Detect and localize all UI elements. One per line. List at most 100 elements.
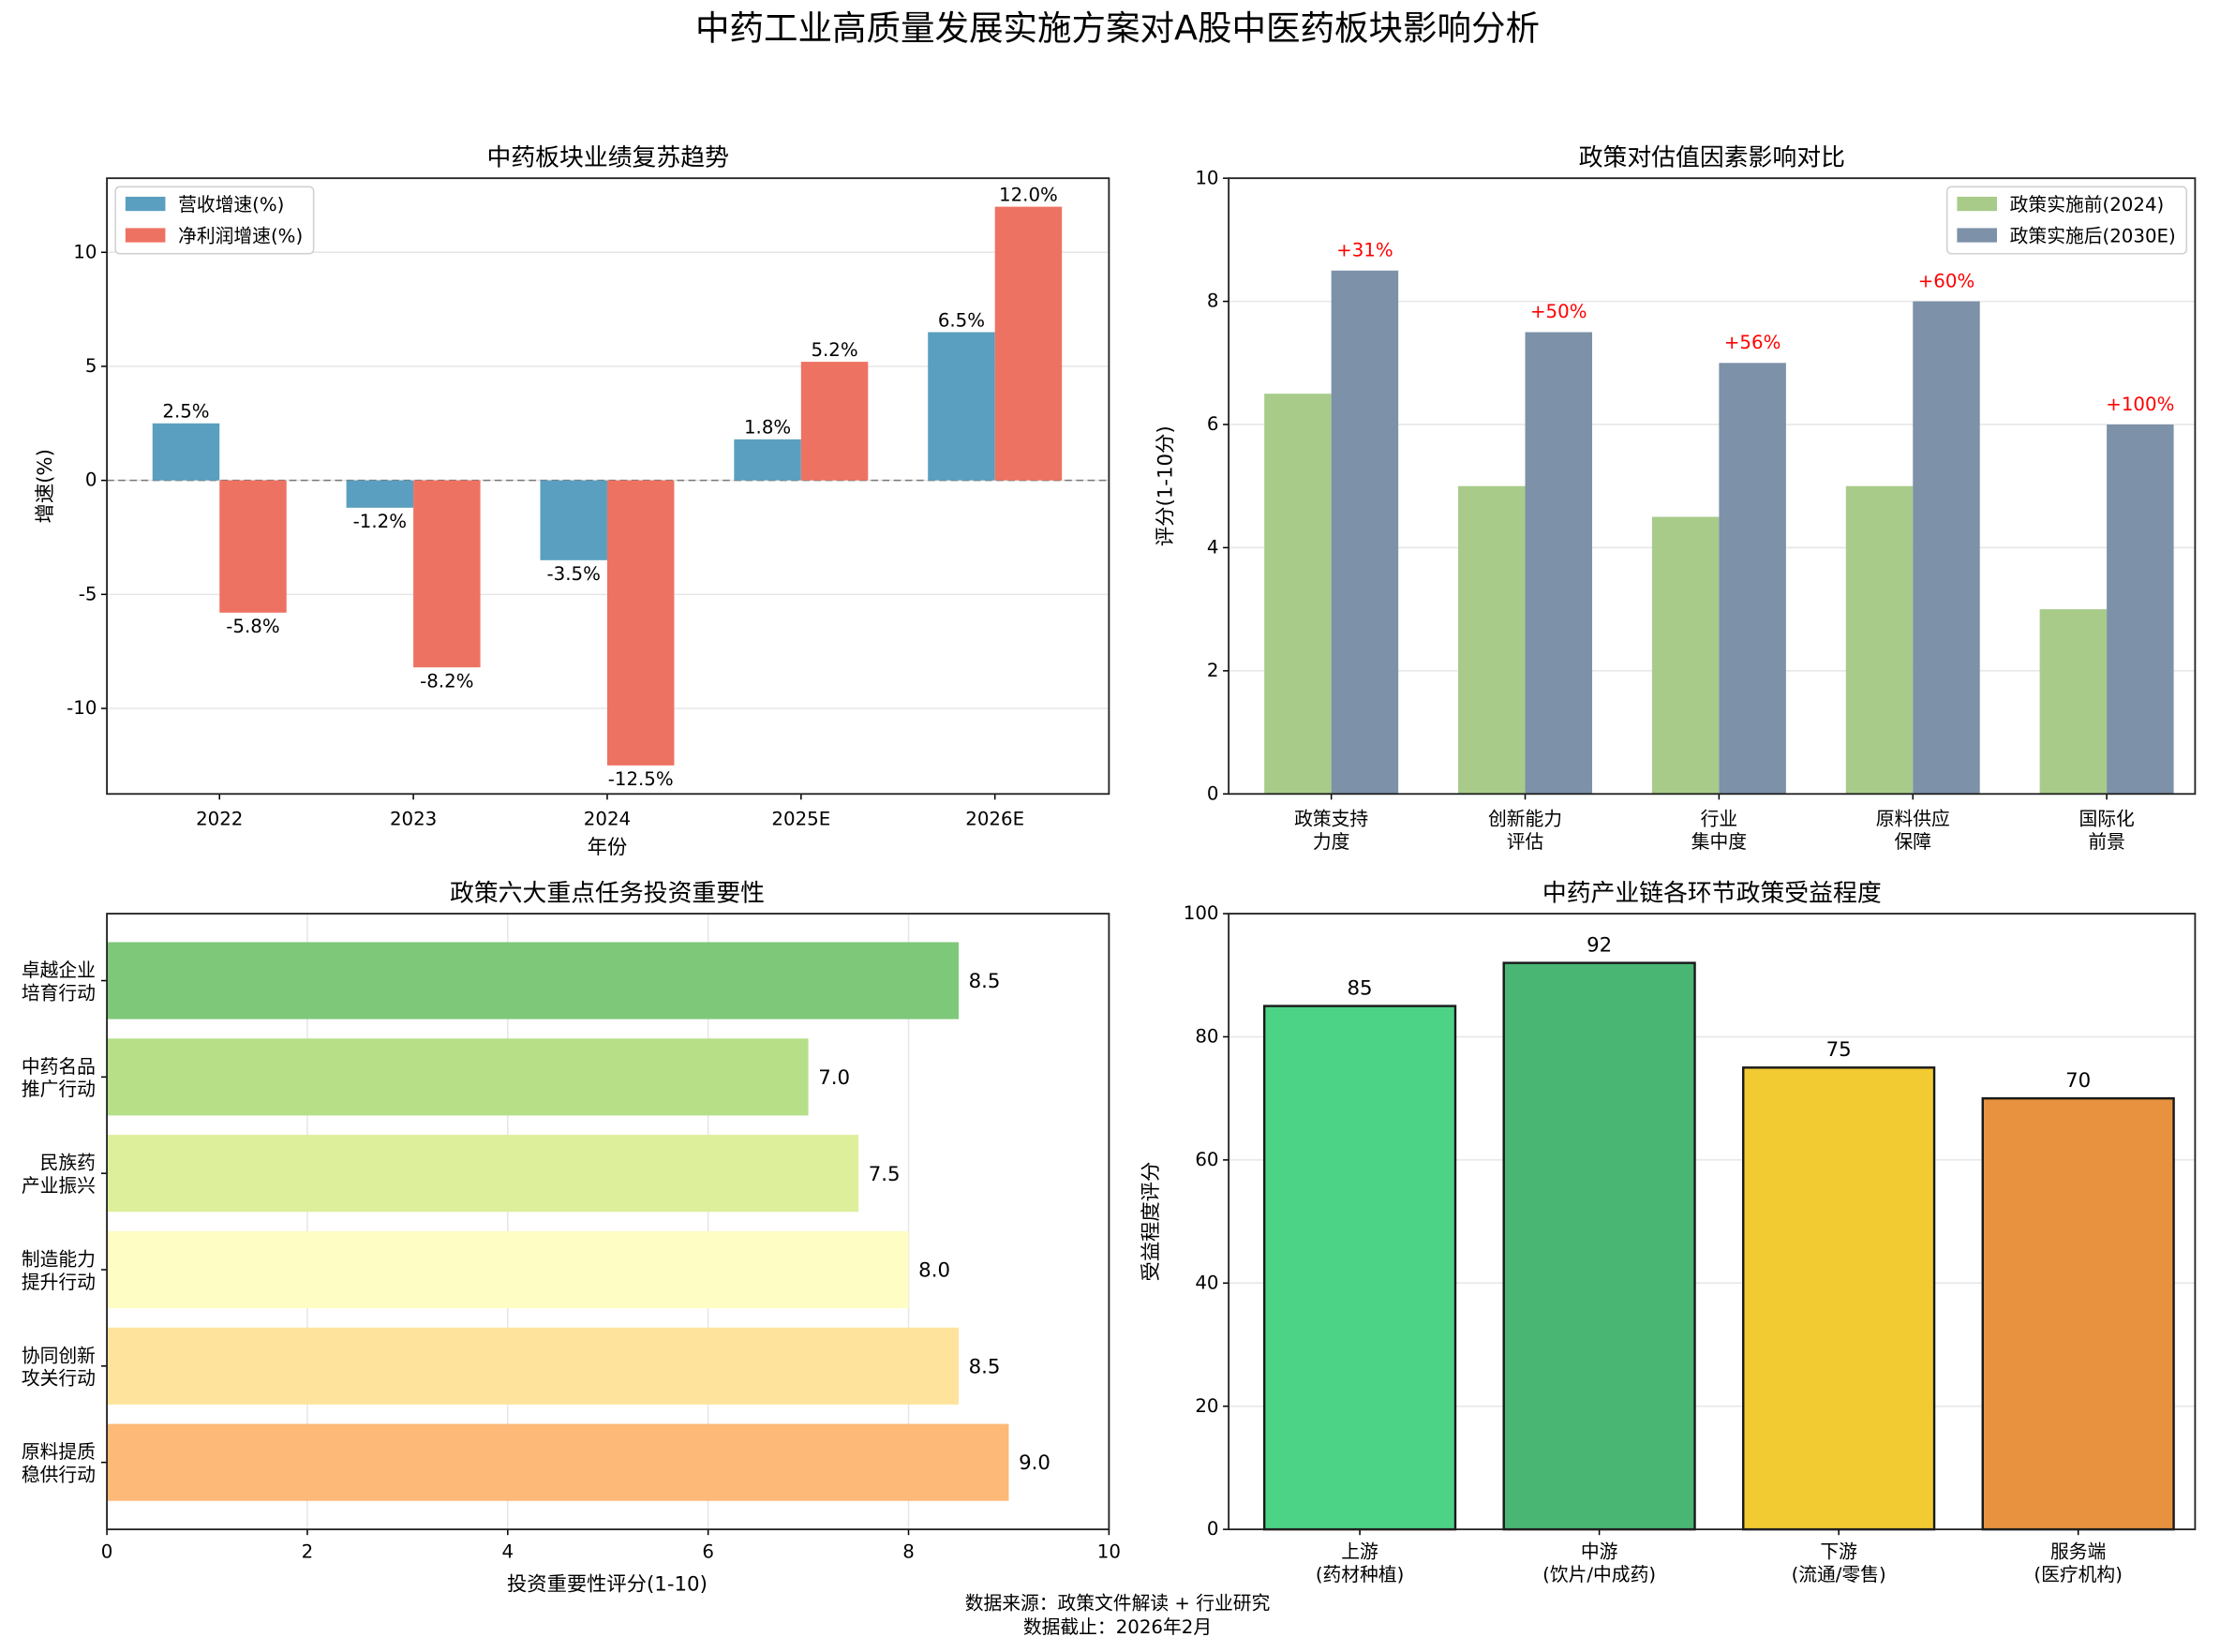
bar	[1262, 1005, 1457, 1531]
y-tick-label: 0	[85, 469, 97, 491]
data-label: 92	[1587, 933, 1612, 957]
legend: 营收增速(%) 净利润增速(%)	[114, 186, 315, 255]
x-tick-label: 8	[902, 1541, 915, 1563]
data-label: -8.2%	[420, 671, 473, 692]
chart-title: 政策对估值因素影响对比	[1579, 143, 1845, 171]
bar-before	[1845, 485, 1914, 795]
bar-before	[1264, 394, 1332, 795]
y-axis-label: 评分(1-10分)	[1154, 425, 1177, 546]
footer-date: 数据截止：2026年2月	[1023, 1616, 1212, 1638]
y-tick-label: 10	[73, 241, 97, 262]
y-tick-label: 80	[1195, 1026, 1218, 1048]
bar-after	[1331, 270, 1399, 795]
task-importance-chart: 政策六大重点任务投资重要性 0 2 4 6 8 10 8.5 卓越企业培育行动 7.0 中药名品推广…	[22, 879, 1121, 1596]
x-tick-label: 6	[702, 1541, 714, 1563]
y-tick-label: 8	[1207, 290, 1219, 312]
bar-before	[1458, 485, 1526, 795]
bar-profit	[219, 480, 287, 613]
y-axis-label: 受益程度评分	[1140, 1162, 1163, 1282]
x-tick-label: 2025E	[771, 809, 830, 830]
bar-revenue	[152, 423, 220, 481]
y-tick-label: 2	[1207, 660, 1219, 681]
data-label: 6.5%	[938, 309, 985, 331]
bar	[1742, 1066, 1936, 1531]
change-annotation: +60%	[1918, 270, 1975, 291]
bar-revenue	[734, 439, 801, 481]
legend-box	[1945, 186, 2188, 255]
change-annotation: +50%	[1530, 301, 1587, 322]
valuation-factor-chart: 政策对估值因素影响对比 0 2 4 6 8 10 +31% +50% +56% +60% +100% 政…	[1154, 143, 2197, 853]
bar	[1502, 961, 1696, 1531]
bar-after	[1913, 301, 1980, 795]
bar-revenue	[346, 480, 414, 508]
x-tick-label: 0	[101, 1541, 113, 1563]
plot-frame	[1228, 177, 2197, 796]
x-tick-label: 2023	[390, 809, 437, 830]
bar-after	[2107, 424, 2174, 795]
bar-before	[2039, 609, 2108, 795]
x-axis-label: 年份	[588, 836, 628, 859]
data-label: 8.0	[918, 1259, 950, 1283]
industry-chain-chart: 中药产业链各环节政策受益程度 0 20 40 60 80 100 85 上游(药材种植) 92 中游…	[1140, 879, 2197, 1585]
data-label: -12.5%	[608, 768, 674, 790]
y-tick-label: 中药名品推广行动	[22, 1056, 96, 1100]
data-label: 5.2%	[811, 339, 857, 361]
chart-title: 中药产业链各环节政策受益程度	[1542, 879, 1882, 907]
bar-after	[1525, 332, 1593, 795]
bar	[1981, 1096, 2175, 1531]
bar-revenue	[540, 480, 607, 560]
legend-swatch	[1957, 228, 1997, 243]
legend-label: 净利润增速(%)	[178, 226, 303, 247]
y-tick-label: 60	[1195, 1149, 1218, 1170]
y-tick-label: 卓越企业培育行动	[22, 960, 96, 1004]
change-annotation: +31%	[1336, 240, 1393, 261]
chart-title: 政策六大重点任务投资重要性	[450, 879, 765, 907]
plot-frame	[106, 913, 1110, 1531]
chart-title: 中药板块业绩复苏趋势	[486, 143, 728, 171]
legend: 政策实施前(2024) 政策实施后(2030E)	[1945, 186, 2188, 255]
data-label: -5.8%	[226, 616, 279, 637]
y-axis-label: 增速(%)	[34, 449, 57, 523]
bar	[107, 1327, 959, 1405]
data-label: 9.0	[1019, 1451, 1050, 1475]
y-tick-label: 6	[1207, 413, 1219, 435]
data-label: 1.8%	[744, 417, 791, 439]
data-label: 12.0%	[999, 185, 1058, 206]
bar-after	[1719, 363, 1786, 795]
data-label: 75	[1826, 1038, 1852, 1062]
figure-title: 中药工业高质量发展实施方案对A股中医药板块影响分析	[695, 8, 1540, 49]
legend-label: 政策实施前(2024)	[2010, 194, 2165, 216]
y-tick-label: -10	[67, 697, 97, 719]
bar-profit	[606, 480, 675, 766]
data-label: 8.5	[969, 970, 1001, 993]
footer-source: 数据来源：政策文件解读 + 行业研究	[965, 1592, 1271, 1614]
bar-revenue	[928, 332, 995, 481]
bar-before	[1651, 516, 1720, 795]
y-tick-label: 协同创新攻关行动	[22, 1345, 96, 1389]
x-tick-label: 创新能力评估	[1488, 809, 1562, 853]
y-tick-label: 制造能力提升行动	[22, 1248, 96, 1292]
data-label: -3.5%	[547, 563, 601, 585]
bar	[107, 1230, 909, 1309]
plot-frame	[1228, 913, 2197, 1531]
legend-swatch	[125, 228, 166, 243]
y-tick-label: 0	[1207, 782, 1219, 804]
x-tick-label: 下游(流通/零售)	[1792, 1541, 1886, 1585]
x-tick-label: 2022	[196, 809, 243, 830]
data-label: 7.5	[869, 1163, 901, 1186]
data-label: 8.5	[969, 1355, 1001, 1378]
y-tick-label: 4	[1207, 537, 1219, 558]
plot-frame	[106, 177, 1110, 796]
data-label: 70	[2065, 1069, 2091, 1093]
x-tick-label: 2024	[584, 809, 631, 830]
bar-profit	[800, 362, 869, 481]
legend-swatch	[1957, 196, 1997, 212]
legend-swatch	[125, 196, 166, 212]
y-tick-label: 10	[1195, 167, 1218, 188]
y-tick-label: 5	[85, 355, 97, 377]
x-tick-label: 中游(饮片/中成药)	[1542, 1541, 1656, 1585]
bar	[107, 1038, 809, 1116]
y-tick-label: 原料提质稳供行动	[22, 1441, 96, 1485]
bar-profit	[413, 480, 481, 668]
data-label: 2.5%	[162, 401, 209, 423]
